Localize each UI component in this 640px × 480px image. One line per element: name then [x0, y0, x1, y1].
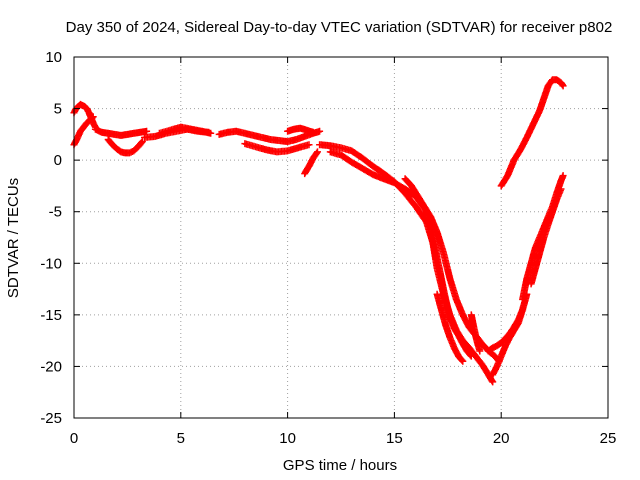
- grid-lines: [74, 57, 608, 418]
- data-point: [459, 357, 467, 365]
- data-point: [314, 148, 321, 156]
- data-point: [559, 82, 567, 90]
- data-point: [309, 128, 317, 136]
- x-tick-label: 0: [70, 430, 78, 447]
- data-point: [143, 127, 151, 135]
- series-track-f: [155, 123, 215, 137]
- data-point: [488, 377, 496, 385]
- x-tick-label: 10: [279, 430, 296, 447]
- x-tick-label: 25: [600, 430, 617, 447]
- x-axis-label: GPS time / hours: [283, 457, 397, 474]
- series-track-q: [484, 306, 527, 355]
- y-tick-label: 0: [54, 152, 62, 169]
- data-point: [316, 127, 324, 135]
- axis-ticks: 0 5 10 15 20 25 -25 -20 -15 -10 -5 0 5 10: [40, 49, 616, 447]
- series-track-n: [433, 290, 467, 365]
- series-track-j: [301, 148, 321, 178]
- data-point: [467, 352, 475, 360]
- y-tick-label: -20: [40, 358, 62, 375]
- y-tick-label: 5: [54, 101, 62, 118]
- y-tick-label: -5: [49, 204, 62, 221]
- y-tick-label: -25: [40, 410, 62, 427]
- data-point: [458, 356, 466, 364]
- data-point: [559, 172, 567, 180]
- data-point: [88, 114, 96, 122]
- data-point: [557, 185, 565, 193]
- y-axis-label: SDTVAR / TECUs: [5, 178, 22, 298]
- series-track-c: [91, 125, 151, 139]
- series-track-t: [497, 76, 567, 190]
- data-point: [476, 347, 484, 355]
- plot-frame: [73, 56, 609, 419]
- data-point: [138, 139, 145, 147]
- data-point: [313, 149, 321, 157]
- series-track-d: [104, 136, 146, 157]
- series-track-h: [241, 140, 313, 156]
- x-tick-label: 15: [386, 430, 403, 447]
- y-tick-label: 10: [45, 49, 62, 66]
- data-point: [489, 378, 497, 386]
- data-series: [70, 76, 567, 386]
- data-point: [519, 306, 527, 314]
- data-point: [207, 129, 215, 137]
- data-point: [305, 141, 313, 149]
- chart-title: Day 350 of 2024, Sidereal Day-to-day VTE…: [66, 19, 613, 36]
- series-track-s: [527, 185, 565, 288]
- x-tick-label: 5: [177, 430, 185, 447]
- series-track-b: [70, 113, 97, 149]
- series-track-o: [467, 311, 484, 355]
- data-point: [91, 122, 99, 130]
- y-tick-label: -10: [40, 255, 62, 272]
- series-track-i: [284, 124, 317, 136]
- data-point: [89, 113, 97, 121]
- x-tick-label: 20: [493, 430, 510, 447]
- y-tick-label: -15: [40, 307, 62, 324]
- data-point: [138, 138, 146, 146]
- series-track-l: [326, 148, 475, 360]
- data-point: [466, 351, 474, 359]
